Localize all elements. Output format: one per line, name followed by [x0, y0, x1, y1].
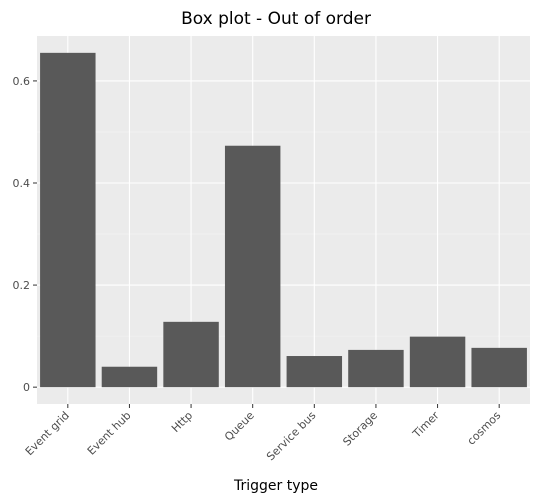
x-tick-label: Event grid [23, 409, 72, 458]
x-tick-label: Http [169, 409, 195, 435]
bar [40, 52, 96, 388]
y-tick-label: 0.2 [13, 279, 31, 292]
bar [101, 366, 158, 388]
bar [224, 145, 281, 388]
x-tick-label: cosmos [465, 409, 504, 448]
y-axis: 0 0.2 0.4 0.6 [13, 75, 37, 394]
chart-title: Box plot - Out of order [181, 9, 371, 29]
x-tick-label: Event hub [85, 409, 134, 458]
y-tick-label: 0.6 [13, 75, 31, 88]
y-tick-label: 0 [23, 381, 30, 394]
bar [409, 336, 466, 388]
bar [163, 321, 219, 388]
bar [348, 349, 404, 388]
bar [471, 347, 527, 388]
bars [40, 52, 527, 388]
x-tick-label: Timer [410, 409, 442, 441]
y-tick-label: 0.4 [13, 177, 31, 190]
x-axis: Event grid Event hub Http Queue Service bus S… [23, 404, 504, 464]
x-tick-label: Service bus [264, 409, 319, 464]
bar [286, 356, 343, 388]
x-axis-title: Trigger type [233, 478, 318, 494]
x-tick-label: Storage [340, 409, 380, 449]
x-tick-label: Queue [222, 409, 257, 444]
